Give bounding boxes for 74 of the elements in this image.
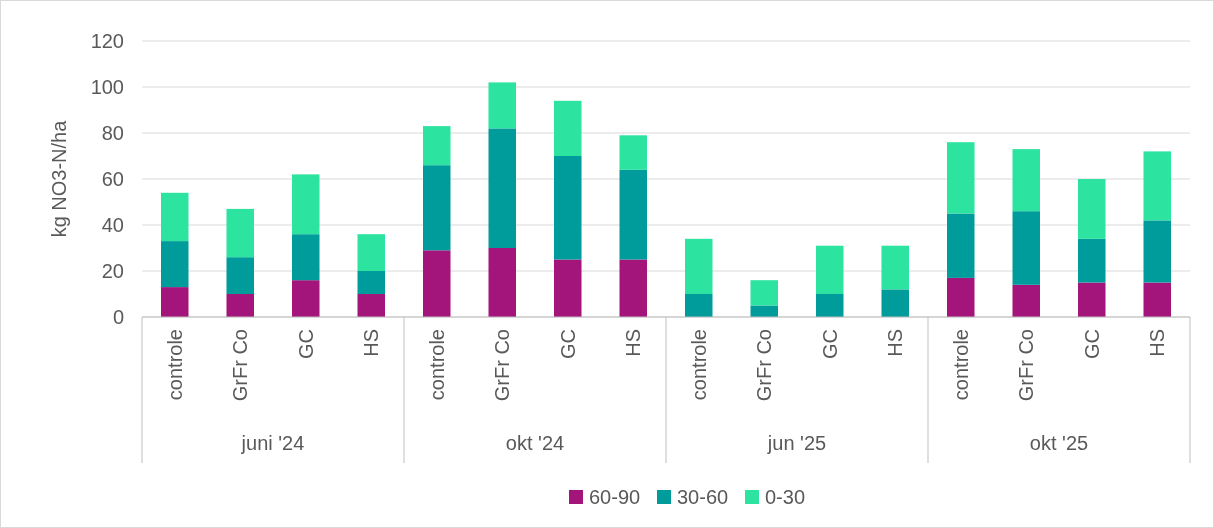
bar [816, 294, 844, 317]
bar [423, 165, 451, 251]
y-tick-label: 0 [112, 306, 124, 328]
bar [488, 82, 517, 129]
y-tick-label: 120 [90, 30, 124, 52]
y-tick-label: 100 [90, 76, 124, 98]
x-tick-label: HS [1146, 329, 1169, 357]
x-tick-label: controle [949, 329, 972, 401]
legend-label: 30-60 [677, 486, 729, 508]
x-tick-label: GC [818, 329, 841, 359]
legend-label: 60-90 [589, 486, 641, 508]
y-tick-label: 60 [101, 168, 124, 190]
x-tick-label: GrFr Co [229, 329, 252, 402]
x-tick-label: HS [360, 329, 383, 357]
bar [226, 294, 255, 317]
bar [619, 259, 648, 317]
y-axis-title: kg NO3-N/ha [48, 119, 70, 238]
bar [357, 294, 386, 317]
bar [947, 277, 975, 317]
bar [423, 250, 451, 317]
bar [881, 245, 910, 290]
bar [1143, 151, 1171, 221]
bar [1012, 284, 1040, 317]
x-tick-label: HS [884, 329, 907, 357]
bar [554, 156, 582, 260]
bar [1143, 282, 1171, 317]
bar [357, 271, 386, 294]
bar [1077, 238, 1106, 283]
bar [226, 257, 255, 294]
bar [292, 174, 320, 235]
text: okt '25 [1029, 432, 1089, 454]
bar [1077, 282, 1106, 317]
bar [685, 294, 713, 317]
bar [750, 280, 779, 306]
bar [423, 126, 451, 166]
bar [554, 100, 582, 156]
text: okt '24 [505, 432, 565, 454]
bar [161, 287, 189, 317]
bar [947, 142, 975, 214]
bar [619, 135, 648, 170]
bar [357, 234, 386, 271]
y-tick-label: 40 [101, 214, 124, 236]
text: juni '24 [240, 432, 305, 454]
bar [292, 234, 320, 281]
bar [292, 280, 320, 317]
x-tick-label: GC [294, 329, 317, 359]
bar [619, 169, 648, 260]
y-tick-label: 80 [101, 122, 124, 144]
bar [226, 208, 255, 258]
bar [816, 245, 844, 294]
bar [161, 241, 189, 288]
bar [1143, 220, 1171, 283]
x-tick-label: GrFr Co [491, 329, 514, 402]
x-tick-label: GC [1080, 329, 1103, 359]
bar [1012, 149, 1040, 212]
x-tick-label: controle [163, 329, 186, 401]
bar [554, 259, 582, 317]
x-tick-label: GrFr Co [1015, 329, 1038, 402]
legend-label: 0-30 [765, 486, 806, 508]
x-tick-label: controle [425, 329, 448, 401]
x-tick-label: GrFr Co [753, 329, 776, 402]
bar [1077, 179, 1106, 239]
bar [881, 289, 910, 317]
bar [488, 248, 517, 317]
x-tick-label: controle [687, 329, 710, 401]
x-tick-label: GC [556, 329, 579, 359]
bar [685, 238, 713, 294]
text: jun '25 [766, 432, 827, 454]
bar [1012, 211, 1040, 285]
bar [488, 128, 517, 248]
bar [947, 213, 975, 278]
bar [161, 192, 189, 242]
x-tick-label: HS [622, 329, 645, 357]
y-tick-label: 20 [101, 260, 124, 282]
